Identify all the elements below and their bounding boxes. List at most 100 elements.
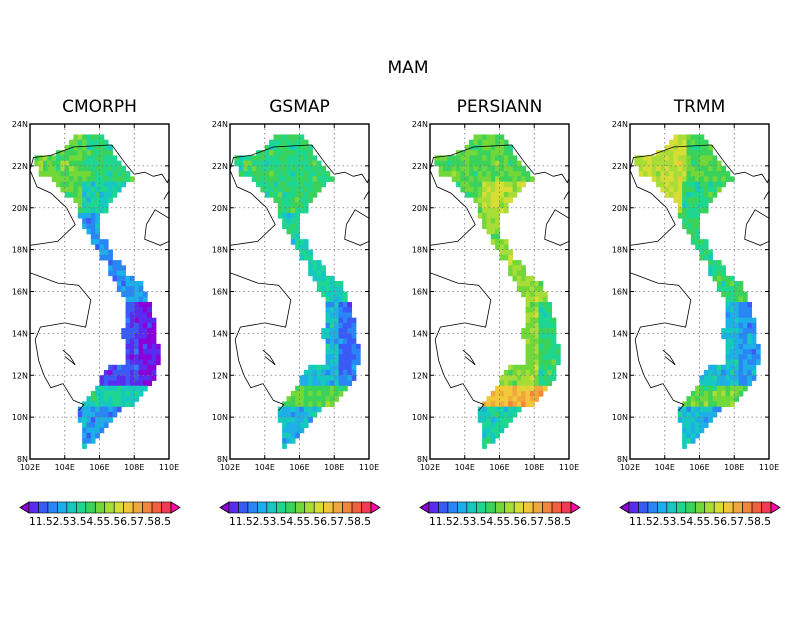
grid-cell <box>725 307 731 313</box>
grid-cell <box>69 165 74 172</box>
grid-cell <box>534 338 539 345</box>
grid-cell <box>282 401 287 408</box>
grid-cell <box>690 228 696 235</box>
grid-cell <box>347 343 353 350</box>
grid-cell <box>90 155 96 162</box>
lat-tick-label: 24N <box>12 120 28 129</box>
grid-cell <box>282 218 287 224</box>
grid-cell <box>325 176 331 182</box>
grid-cell <box>490 181 496 188</box>
grid-cell <box>729 375 735 381</box>
grid-cell <box>90 181 96 188</box>
grid-cell <box>129 390 135 397</box>
grid-cell <box>690 155 696 162</box>
grid-cell <box>703 202 709 209</box>
grid-cell <box>116 406 122 413</box>
grid-cell <box>290 134 296 141</box>
grid-cell <box>342 364 348 371</box>
grid-cell <box>673 160 679 167</box>
grid-cell <box>538 338 544 345</box>
grid-cell <box>95 390 100 397</box>
grid-cell <box>312 375 318 381</box>
grid-cell <box>742 328 748 334</box>
grid-cell <box>682 223 687 230</box>
grid-cell <box>516 401 522 408</box>
grid-cell <box>56 176 61 182</box>
grid-cell <box>82 150 87 156</box>
colorbar-extend-high <box>370 501 381 514</box>
grid-cell <box>686 218 692 224</box>
grid-cell <box>729 370 735 376</box>
grid-cell <box>734 349 739 355</box>
grid-cell <box>282 134 287 141</box>
grid-cell <box>703 207 709 214</box>
grid-cell <box>695 139 700 146</box>
grid-cell <box>238 160 244 167</box>
grid-cell <box>482 155 487 162</box>
grid-cell <box>129 338 135 345</box>
grid-cell <box>738 291 744 298</box>
grid-cell <box>277 197 283 203</box>
colorbar-box <box>228 501 239 514</box>
grid-cell <box>334 364 339 371</box>
grid-cell <box>742 349 748 355</box>
grid-cell <box>95 239 100 245</box>
colorbar-box <box>447 501 458 514</box>
grid-cell <box>286 176 292 182</box>
grid-cell <box>282 406 287 413</box>
grid-cell <box>342 349 348 355</box>
grid-cell <box>699 385 705 392</box>
grid-cell <box>82 155 87 162</box>
colorbar-box <box>85 501 96 514</box>
grid-cell <box>108 385 113 392</box>
colorbar-box <box>304 501 315 514</box>
grid-cell <box>482 207 487 214</box>
grid-cell <box>282 212 287 219</box>
gridlines <box>230 124 369 459</box>
grid-cell <box>116 265 122 271</box>
grid-cell <box>695 244 700 251</box>
grid-cell <box>108 165 113 172</box>
grid-cell <box>116 380 122 387</box>
grid-cell <box>95 228 100 235</box>
grid-cell <box>129 375 135 381</box>
grid-cell <box>703 160 709 167</box>
grid-cell <box>716 165 722 172</box>
grid-cell <box>142 370 148 376</box>
grid-cell <box>521 390 526 397</box>
grid-cell <box>708 181 713 188</box>
grid-cell <box>708 176 713 182</box>
colorbar-box <box>113 501 124 514</box>
grid-cell <box>325 312 331 319</box>
grid-cell <box>282 181 287 188</box>
grid-cell <box>721 165 726 172</box>
grid-cell <box>747 312 753 319</box>
grid-cell <box>125 176 131 182</box>
grid-cell <box>103 171 109 177</box>
grid-cell <box>273 186 279 193</box>
grid-cell <box>716 380 722 387</box>
grid-cell <box>555 359 561 366</box>
grid-cell <box>147 364 153 371</box>
grid-cell <box>529 333 535 340</box>
grid-cell <box>277 134 283 141</box>
grid-cell <box>286 150 292 156</box>
grid-cell <box>82 197 87 203</box>
grid-cell <box>703 370 709 376</box>
grid-cell <box>86 160 92 167</box>
grid-cell <box>482 432 487 439</box>
grid-cell <box>512 411 518 418</box>
grid-cell <box>695 218 700 224</box>
grid-cell <box>277 212 283 219</box>
lat-tick-label: 8N <box>17 455 28 464</box>
grid-cell <box>690 411 696 418</box>
grid-cell <box>703 144 709 151</box>
grid-cell <box>342 343 348 350</box>
grid-cell <box>734 370 739 376</box>
grid-cell <box>486 197 492 203</box>
grid-cell <box>495 244 500 251</box>
grid-cell <box>751 343 757 350</box>
grid-cell <box>286 181 292 188</box>
grid-cell <box>277 181 283 188</box>
